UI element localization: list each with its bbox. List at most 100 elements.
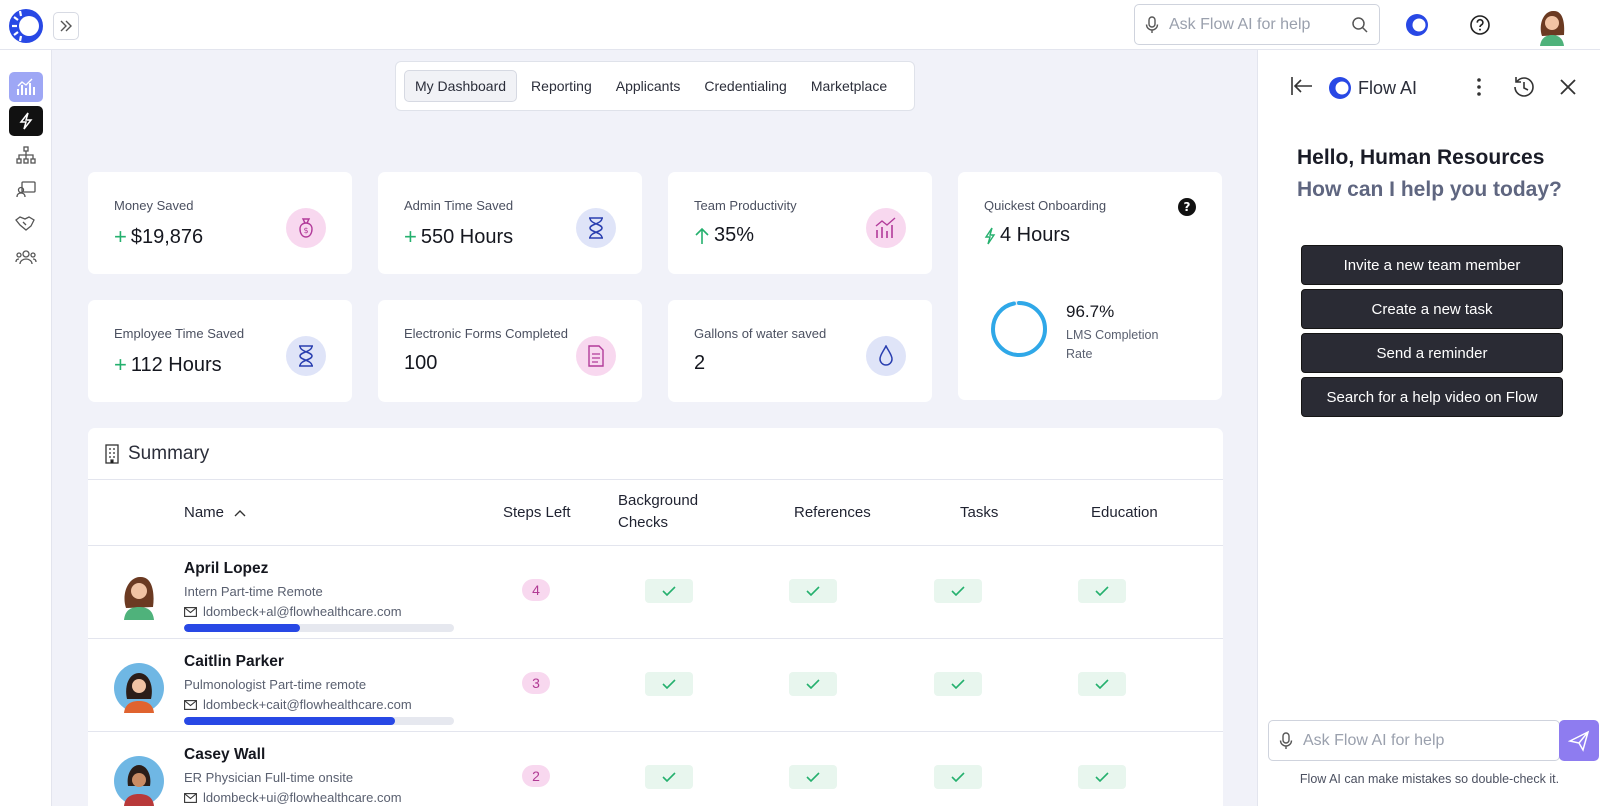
column-education[interactable]: Education (1091, 504, 1158, 521)
references-status (789, 579, 837, 603)
water-label: Gallons of water saved (694, 326, 827, 341)
nav-org-chart[interactable] (9, 140, 43, 170)
summary-header: Summary (88, 428, 1223, 480)
table-row[interactable]: Caitlin Parker Pulmonologist Part-time r… (88, 639, 1223, 732)
check-icon (951, 586, 965, 596)
column-background-checks[interactable]: Background Checks (618, 492, 699, 531)
left-nav-rail (0, 50, 52, 806)
row-email-text: ldombeck+ui@flowhealthcare.com (203, 790, 402, 805)
user-avatar[interactable] (1532, 6, 1572, 46)
row-name[interactable]: Caitlin Parker (184, 653, 284, 670)
lms-completion-value: 96.7% (1066, 302, 1115, 321)
mail-icon (184, 606, 197, 617)
collapse-left-icon[interactable] (1290, 76, 1314, 96)
admin-time-card: Admin Time Saved +550 Hours (378, 172, 642, 274)
nav-marketplace[interactable] (9, 208, 43, 238)
row-email-text: ldombeck+al@flowhealthcare.com (203, 604, 402, 619)
suggestion-help-video-button[interactable]: Search for a help video on Flow (1301, 377, 1563, 417)
education-status (1078, 672, 1126, 696)
water-card: Gallons of water saved 2 (668, 300, 932, 402)
more-vertical-icon[interactable] (1476, 77, 1482, 97)
tab-marketplace[interactable]: Marketplace (810, 78, 888, 94)
admin-time-value-row: +550 Hours (404, 224, 513, 250)
money-saved-value-row: + $19,876 (114, 224, 203, 250)
question-circle-icon[interactable]: ? (1178, 198, 1196, 216)
forms-value: 100 (404, 352, 438, 374)
check-icon (1095, 586, 1109, 596)
users-icon (15, 250, 37, 265)
chat-input-placeholder: Ask Flow AI for help (1303, 731, 1445, 749)
nav-dashboard[interactable] (9, 72, 43, 102)
arrow-up-icon (695, 227, 709, 244)
money-saved-label: Money Saved (114, 198, 194, 213)
chevron-up-icon (234, 510, 246, 517)
tasks-status (934, 579, 982, 603)
table-header: Name Steps Left Background Checks Refere… (88, 480, 1223, 546)
history-icon[interactable] (1510, 74, 1536, 100)
nav-automation[interactable] (9, 106, 43, 136)
hierarchy-icon (16, 146, 36, 164)
forms-label: Electronic Forms Completed (404, 326, 568, 341)
flow-ai-panel: Flow AI Hello, Human Resources How can I… (1257, 50, 1600, 806)
avatar (124, 576, 154, 620)
greeting-subtitle: How can I help you today? (1297, 178, 1562, 201)
background-check-status (645, 765, 693, 789)
team-productivity-label: Team Productivity (694, 198, 797, 213)
search-icon[interactable] (1351, 16, 1369, 34)
nav-team[interactable] (9, 242, 43, 272)
admin-time-label: Admin Time Saved (404, 198, 514, 213)
suggestion-create-task-button[interactable]: Create a new task (1301, 289, 1563, 329)
flow-ai-chat-input[interactable]: Ask Flow AI for help (1268, 720, 1560, 761)
table-row[interactable]: April Lopez Intern Part-time Remote ldom… (88, 546, 1223, 639)
flow-logo-icon[interactable] (8, 8, 44, 44)
row-email: ldombeck+ui@flowhealthcare.com (184, 790, 402, 805)
help-button[interactable] (1467, 12, 1493, 38)
check-icon (662, 772, 676, 782)
tab-my-dashboard[interactable]: My Dashboard (404, 70, 518, 102)
flow-ai-icon (1406, 14, 1428, 36)
question-circle-icon (1470, 15, 1490, 35)
flow-ai-button[interactable] (1404, 12, 1430, 38)
check-icon (806, 772, 820, 782)
row-name[interactable]: April Lopez (184, 560, 269, 577)
suggestion-send-reminder-button[interactable]: Send a reminder (1301, 333, 1563, 373)
water-value-row: 2 (694, 352, 705, 375)
steps-left-badge: 3 (522, 672, 550, 694)
id-card-icon (16, 181, 36, 198)
close-icon[interactable] (1558, 77, 1578, 97)
column-tasks[interactable]: Tasks (960, 504, 999, 521)
employee-time-value-row: +112 Hours (114, 352, 222, 378)
lms-progress-ring (988, 298, 1050, 360)
microphone-icon[interactable] (1145, 15, 1159, 34)
column-steps-left[interactable]: Steps Left (503, 504, 571, 521)
column-references[interactable]: References (794, 504, 871, 521)
row-progress-bar (184, 717, 454, 725)
send-button[interactable] (1559, 720, 1599, 761)
suggestion-invite-button[interactable]: Invite a new team member (1301, 245, 1563, 285)
employee-time-card: Employee Time Saved +112 Hours (88, 300, 352, 402)
expand-sidebar-button[interactable] (53, 12, 79, 40)
microphone-icon[interactable] (1279, 731, 1293, 750)
row-email: ldombeck+cait@flowhealthcare.com (184, 697, 412, 712)
admin-time-value: 550 Hours (420, 225, 514, 248)
check-icon (662, 679, 676, 689)
handshake-icon (15, 216, 35, 231)
check-icon (1095, 772, 1109, 782)
forms-value-row: 100 (404, 352, 437, 375)
lms-completion-label: LMS Completion Rate (1066, 328, 1159, 361)
mail-icon (184, 699, 197, 710)
send-icon (1568, 730, 1590, 752)
tab-credentialing[interactable]: Credentialing (704, 78, 787, 94)
column-name[interactable]: Name (184, 502, 246, 524)
row-name[interactable]: Casey Wall (184, 746, 266, 763)
team-productivity-value: 35% (714, 224, 755, 246)
flow-ai-icon (1329, 77, 1351, 99)
tab-reporting[interactable]: Reporting (531, 78, 592, 94)
nav-applicants[interactable] (9, 174, 43, 204)
top-search-input[interactable]: Ask Flow AI for help (1134, 4, 1380, 45)
table-row[interactable]: Casey Wall ER Physician Full-time onsite… (88, 732, 1223, 806)
forms-card: Electronic Forms Completed 100 (378, 300, 642, 402)
tab-applicants[interactable]: Applicants (615, 78, 681, 94)
row-email: ldombeck+al@flowhealthcare.com (184, 604, 402, 619)
hourglass-icon (286, 336, 326, 376)
